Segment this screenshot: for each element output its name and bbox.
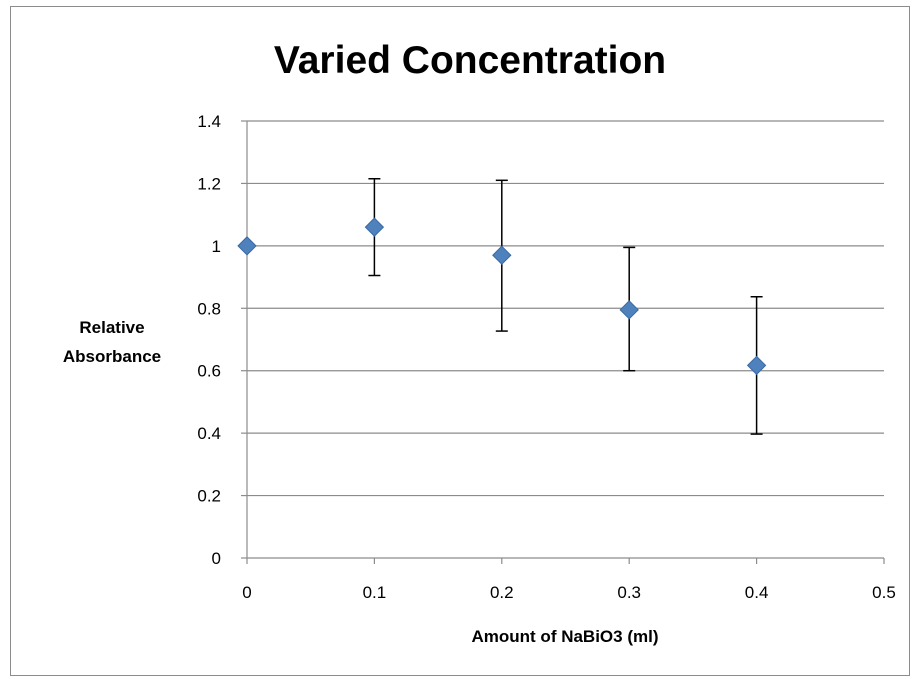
x-tick-label: 0.3 — [617, 583, 641, 602]
data-point — [619, 300, 639, 320]
axes — [241, 120, 885, 564]
y-tick-label: 0.6 — [197, 362, 221, 381]
x-tick-labels: 0 0.1 0.2 0.3 0.4 0.5 — [242, 583, 896, 602]
chart-frame — [10, 6, 910, 676]
y-axis-title-line-2: Absorbance — [63, 347, 161, 366]
data-point — [237, 236, 257, 256]
x-axis-title: Amount of NaBiO3 (ml) — [472, 627, 659, 646]
data-points — [237, 217, 767, 376]
y-axis-title: Relative Absorbance — [63, 318, 161, 366]
x-tick-label: 0 — [242, 583, 251, 602]
x-tick-label: 0.1 — [363, 583, 387, 602]
data-point — [364, 217, 385, 237]
y-axis-title-line-1: Relative — [79, 318, 144, 337]
gridlines — [247, 120, 884, 497]
y-tick-label: 1.4 — [197, 112, 221, 131]
chart-title: Varied Concentration — [274, 39, 666, 82]
y-tick-label: 0.2 — [197, 487, 221, 506]
data-point — [492, 245, 512, 265]
error-bars — [368, 177, 763, 435]
y-tick-label: 1.2 — [197, 174, 221, 193]
x-tick-label: 0.4 — [745, 583, 769, 602]
y-tick-labels: 0 0.2 0.4 0.6 0.8 1 1.2 1.4 — [197, 112, 221, 568]
y-tick-label: 1 — [212, 237, 221, 256]
data-point — [746, 355, 767, 376]
y-tick-label: 0.4 — [197, 424, 221, 443]
x-tick-label: 0.5 — [872, 583, 896, 602]
y-tick-label: 0.8 — [197, 299, 221, 318]
y-tick-label: 0 — [212, 549, 221, 568]
x-tick-label: 0.2 — [490, 583, 514, 602]
